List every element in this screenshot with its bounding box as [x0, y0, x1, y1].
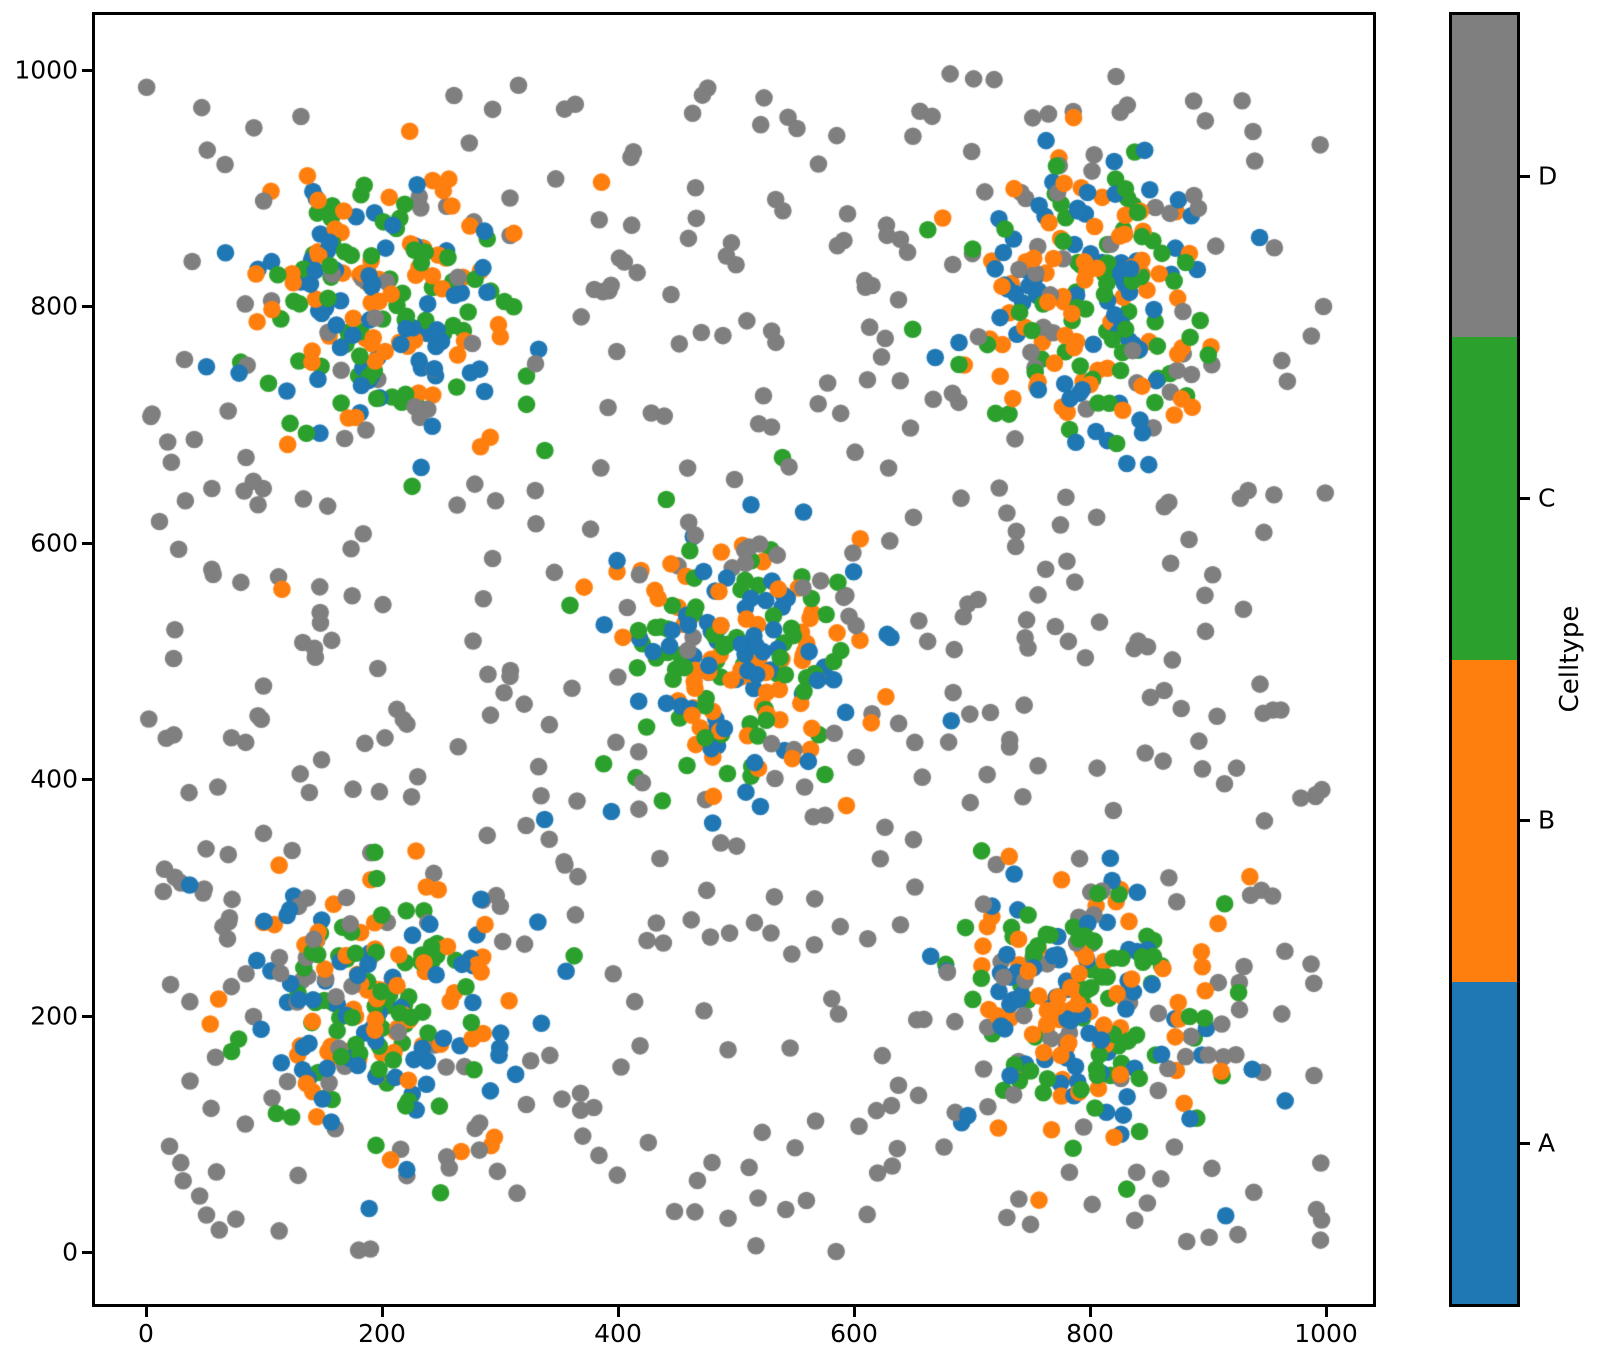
y-tick-label: 800 [30, 291, 78, 321]
x-tick-mark [144, 1307, 148, 1317]
y-tick-mark [82, 304, 92, 308]
y-tick-mark [82, 68, 92, 72]
y-tick-mark [82, 1250, 92, 1254]
colorbar-tick-mark [1520, 1141, 1530, 1145]
colorbar [1449, 12, 1520, 1307]
colorbar-segment-d [1452, 15, 1517, 338]
y-tick-mark [82, 541, 92, 545]
colorbar-tick-mark [1520, 496, 1530, 500]
y-tick-label: 600 [30, 528, 78, 558]
y-tick-label: 200 [30, 1001, 78, 1031]
x-tick-label: 0 [138, 1319, 154, 1348]
x-tick-label: 800 [1066, 1319, 1114, 1348]
colorbar-title: Celltype [1555, 605, 1585, 713]
y-tick-mark [82, 1014, 92, 1018]
x-tick-mark [616, 1307, 620, 1317]
colorbar-tick-mark [1520, 818, 1530, 822]
colorbar-label-c: C [1538, 483, 1556, 513]
x-tick-label: 600 [830, 1319, 878, 1348]
y-tick-label: 1000 [14, 55, 78, 85]
colorbar-label-b: B [1538, 805, 1556, 835]
colorbar-tick-mark [1520, 174, 1530, 178]
y-tick-label: 400 [30, 764, 78, 794]
colorbar-label-d: D [1538, 161, 1558, 191]
colorbar-label-a: A [1538, 1128, 1556, 1158]
x-tick-label: 200 [358, 1319, 406, 1348]
x-tick-mark [1324, 1307, 1328, 1317]
x-tick-label: 400 [594, 1319, 642, 1348]
colorbar-segment-b [1452, 659, 1517, 982]
x-tick-label: 1000 [1294, 1319, 1358, 1348]
x-tick-mark [380, 1307, 384, 1317]
colorbar-segment-c [1452, 337, 1517, 660]
x-tick-mark [1088, 1307, 1092, 1317]
scatter-canvas [95, 15, 1373, 1304]
colorbar-segment-a [1452, 981, 1517, 1304]
y-tick-mark [82, 777, 92, 781]
x-tick-mark [852, 1307, 856, 1317]
y-tick-label: 0 [62, 1237, 78, 1267]
